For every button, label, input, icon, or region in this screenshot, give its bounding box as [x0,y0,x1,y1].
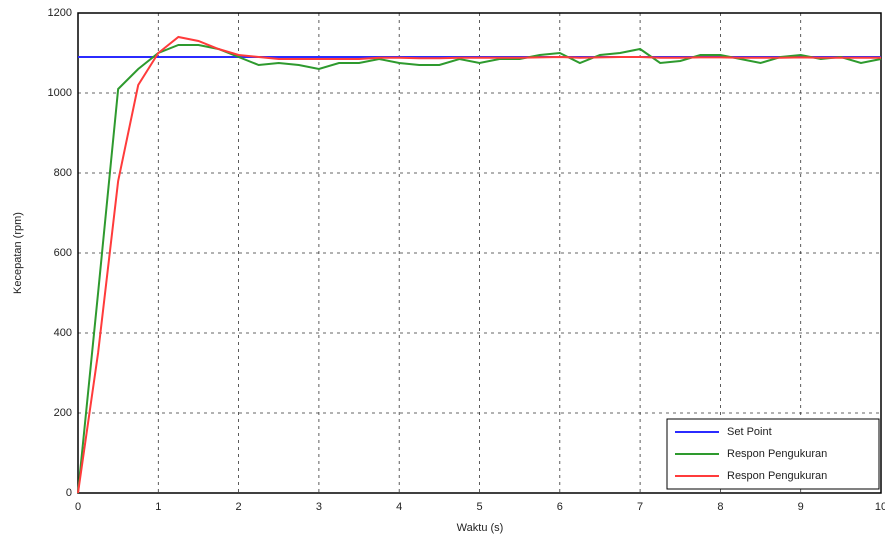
x-tick-label: 10 [875,501,885,513]
x-tick-label: 5 [476,501,482,513]
legend-label: Set Point [727,426,772,438]
x-tick-label: 4 [396,501,402,513]
x-tick-label: 3 [316,501,322,513]
x-tick-label: 6 [557,501,563,513]
x-tick-label: 0 [75,501,81,513]
x-tick-label: 9 [798,501,804,513]
x-axis-label: Waktu (s) [457,522,504,534]
x-tick-label: 8 [717,501,723,513]
y-axis-label: Kecepatan (rpm) [12,212,24,294]
y-tick-label: 200 [54,407,72,419]
y-tick-label: 1000 [48,87,72,99]
legend-label: Respon Pengukuran [727,470,827,482]
chart: Kecepatan (rpm) Waktu (s) 0 200 400 600 800 1… [0,0,885,534]
y-tick-label: 800 [54,167,72,179]
y-tick-label: 0 [66,487,72,499]
y-tick-label: 400 [54,327,72,339]
y-tick-label: 1200 [48,7,72,19]
x-tick-label: 2 [236,501,242,513]
x-tick-label: 1 [155,501,161,513]
y-tick-label: 600 [54,247,72,259]
x-tick-label: 7 [637,501,643,513]
legend-label: Respon Pengukuran [727,448,827,460]
